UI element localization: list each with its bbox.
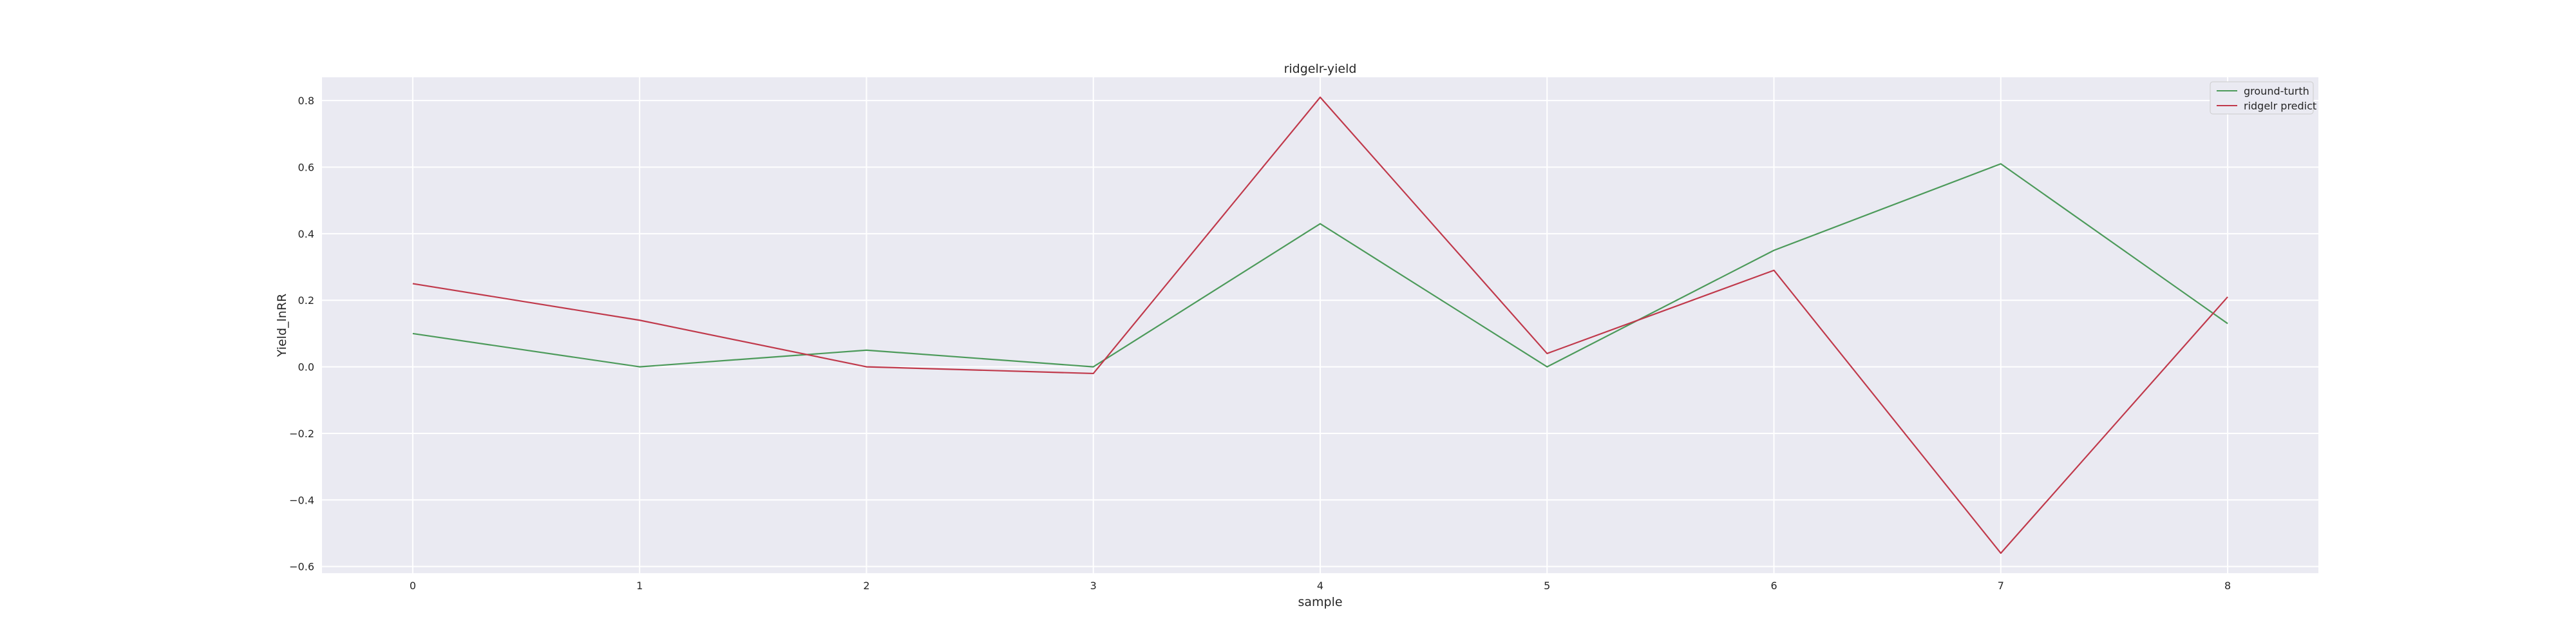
legend-label-ridgelr-predict: ridgelr predict [2244,100,2316,112]
y-tick-label: 0.2 [298,294,314,307]
x-tick-label: 5 [1544,580,1550,592]
y-tick-label: 0.6 [298,162,314,174]
series-line-ridgelr-predict [412,96,2228,554]
x-tick-labels: 0 1 2 3 4 5 6 7 8 [410,580,2231,592]
x-tick-label: 0 [410,580,416,592]
x-tick-label: 2 [863,580,869,592]
y-tick-label: 0.4 [298,228,314,240]
chart-title: ridgelr-yield [1284,62,1357,76]
series-line-ground-turth [412,163,2228,368]
y-tick-label: −0.4 [289,494,314,506]
x-axis-label: sample [1298,595,1342,609]
x-tick-label: 8 [2224,580,2231,592]
y-tick-label: 0.8 [298,95,314,107]
y-tick-label: −0.2 [289,428,314,440]
grid-lines [322,77,2318,573]
x-tick-label: 6 [1770,580,1777,592]
x-tick-label: 7 [1998,580,2004,592]
y-tick-label: 0.0 [298,361,314,374]
legend: ground-turth ridgelr predict [2210,81,2316,115]
y-tick-label: −0.6 [289,561,314,573]
series-lines [412,96,2228,554]
y-tick-labels: 0.8 0.6 0.4 0.2 0.0 −0.2 −0.4 −0.6 [289,95,314,573]
legend-label-ground-turth: ground-turth [2244,85,2309,97]
x-tick-label: 3 [1090,580,1097,592]
y-axis-label: Yield_lnRR [275,294,289,357]
x-tick-label: 4 [1317,580,1323,592]
x-tick-label: 1 [636,580,643,592]
